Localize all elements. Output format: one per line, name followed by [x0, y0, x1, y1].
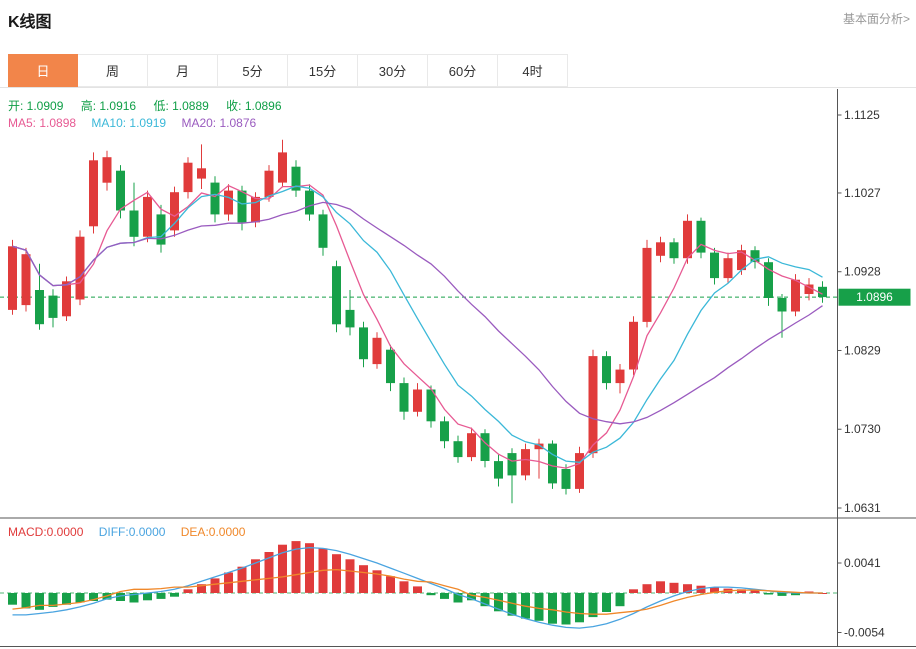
period-tabs: 日 周 月 5分 15分 30分 60分 4时: [0, 54, 916, 88]
y-axis-label: 1.0631: [844, 501, 881, 515]
tab-week[interactable]: 周: [78, 54, 148, 87]
tab-4hour[interactable]: 4时: [498, 54, 568, 87]
tab-15min[interactable]: 15分: [288, 54, 358, 87]
ma20-value: MA20: 1.0876: [181, 116, 257, 130]
axis-layer: [0, 89, 916, 647]
ma10-value: MA10: 1.0919: [91, 116, 167, 130]
ma5-value: MA5: 1.0898: [8, 116, 77, 130]
dea-value: DEA:0.0000: [180, 525, 246, 539]
close-value: 收: 1.0896: [226, 99, 282, 113]
ma-legend: MA5: 1.0898 MA10: 1.0919 MA20: 1.0876: [8, 116, 268, 130]
tab-month[interactable]: 月: [148, 54, 218, 87]
low-value: 低: 1.0889: [153, 99, 209, 113]
macd-axis-label: -0.0054: [844, 626, 885, 640]
y-axis-label: 1.0730: [844, 422, 881, 436]
ma20-line: [12, 201, 823, 425]
macd-histogram: [8, 541, 827, 625]
y-axis-labels: 1.1125 1.1027 1.0928 1.0829 1.0730 1.0631: [837, 108, 881, 515]
chart-area: 1.1125 1.1027 1.0928 1.0829 1.0730 1.0631 0.00…: [0, 89, 916, 649]
page-header: K线图 基本面分析>: [0, 0, 916, 48]
tab-day[interactable]: 日: [8, 54, 78, 87]
dea-line: [12, 568, 823, 615]
fundamental-analysis-link[interactable]: 基本面分析>: [842, 12, 910, 26]
high-value: 高: 1.0916: [80, 99, 137, 113]
ma10-line: [12, 185, 823, 463]
tab-5min[interactable]: 5分: [218, 54, 288, 87]
macd-value: MACD:0.0000: [8, 525, 84, 539]
y-axis-label: 1.1125: [844, 108, 880, 122]
candles-layer: [8, 139, 827, 504]
diff-line: [12, 546, 823, 629]
page-title: K线图: [8, 14, 52, 31]
y-axis-label: 1.0829: [844, 343, 881, 357]
macd-axis-label: 0.0041: [844, 556, 881, 570]
y-axis-label: 1.0928: [844, 265, 881, 279]
svg-text:1.0896: 1.0896: [856, 290, 893, 304]
ma5-line: [12, 184, 823, 469]
tab-60min[interactable]: 60分: [428, 54, 498, 87]
open-value: 开: 1.0909: [8, 99, 64, 113]
diff-value: DIFF:0.0000: [98, 525, 166, 539]
kline-chart[interactable]: 1.1125 1.1027 1.0928 1.0829 1.0730 1.0631 0.00…: [0, 89, 916, 649]
y-axis-label: 1.1027: [844, 186, 881, 200]
tab-30min[interactable]: 30分: [358, 54, 428, 87]
macd-axis-labels: 0.0041 -0.0054: [837, 556, 885, 640]
ohlc-legend: 开: 1.0909 高: 1.0916 低: 1.0889 收: 1.0896: [8, 97, 296, 114]
macd-legend: MACD:0.0000 DIFF:0.0000 DEA:0.0000: [8, 525, 257, 539]
current-price-badge: 1.0896: [838, 288, 911, 306]
